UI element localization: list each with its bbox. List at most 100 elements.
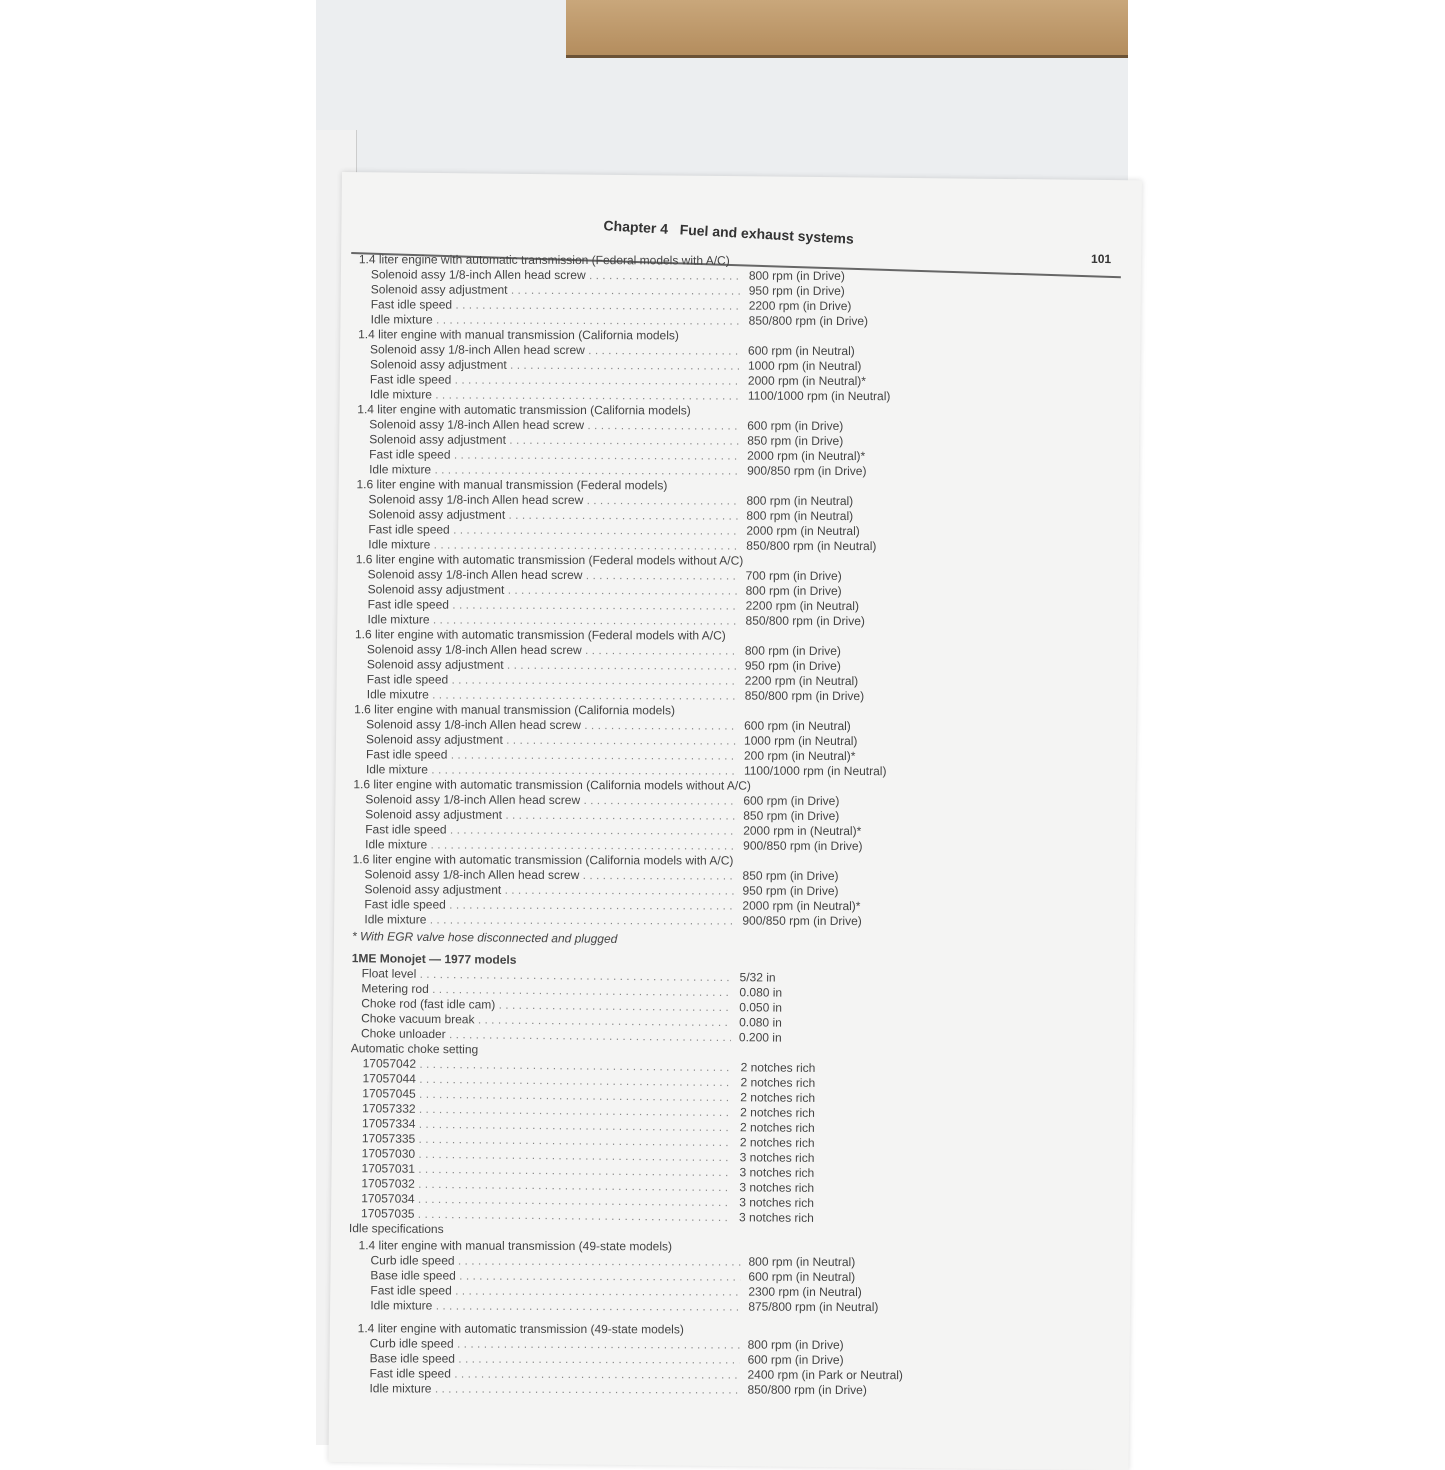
spec-value: 2200 rpm (in Drive) [748,298,852,313]
spec-content: 1.4 liter engine with automatic transmis… [347,250,959,1408]
spec-value: 600 rpm (in Drive) [743,793,840,808]
spec-label: Solenoid assy adjustment [355,657,737,673]
spec-section: 1.6 liter engine with manual transmissio… [354,702,954,779]
spec-value: 3 notches rich [739,1150,815,1166]
spec-label: Solenoid assy 1/8-inch Allen head screw [355,642,737,658]
spec-label: Solenoid assy 1/8-inch Allen head screw [353,792,735,808]
spec-value: 900/850 rpm (in Drive) [747,463,867,479]
spec-label: Solenoid assy adjustment [356,582,738,598]
spec-value: 700 rpm (in Drive) [745,568,842,583]
spec-value: 800 rpm (in Drive) [745,583,842,598]
spec-value: 600 rpm (in Neutral) [744,718,851,733]
spec-label: Fast idle speed [348,1283,740,1299]
spec-value: 2 notches rich [740,1090,816,1106]
spec-label: Solenoid assy adjustment [352,882,734,898]
spec-label: Solenoid assy 1/8-inch Allen head screw [357,417,739,433]
spec-label: Solenoid assy 1/8-inch Allen head screw [353,867,735,883]
spec-label: Solenoid assy 1/8-inch Allen head screw [356,567,738,583]
spec-label: Solenoid assy adjustment [356,507,738,523]
spec-value: 900/850 rpm (in Drive) [742,913,862,929]
spec-label: Solenoid assy 1/8-inch Allen head screw [358,342,740,358]
spec-value: 950 rpm (in Drive) [742,883,839,898]
spec-row: Idle mixture 900/850 rpm (in Drive) [352,912,952,929]
spec-section: 1.6 liter engine with manual transmissio… [356,477,956,554]
spec-value: 3 notches rich [739,1195,815,1210]
spec-value: 2300 rpm (in Neutral) [748,1284,862,1300]
spec-label: Solenoid assy 1/8-inch Allen head screw [356,492,738,508]
spec-label: Idle mixture [347,1381,739,1397]
spec-label: Solenoid assy adjustment [354,732,736,748]
spec-value: 2 notches rich [740,1105,815,1121]
spec-label: Fast idle speed [352,897,734,913]
spec-value: 800 rpm (in Drive) [744,643,841,658]
spec-value: 1100/1000 rpm (in Neutral) [747,388,891,404]
spec-label: Fast idle speed [356,597,738,613]
book-cover-edge [566,0,1128,58]
spec-value: 1000 rpm (in Neutral) [747,358,862,374]
spec-label: Curb idle speed [348,1336,740,1352]
spec-value: 600 rpm (in Neutral) [748,1269,856,1284]
spec-label: Fast idle speed [358,372,740,388]
spec-value: 800 rpm (in Neutral) [748,1254,856,1269]
spec-label: Idle mixture [356,537,738,553]
spec-label: Fast idle speed [356,522,738,538]
spec-label: Curb idle speed [348,1253,740,1269]
spec-label: Idle mixture [357,462,739,478]
spec-value: 600 rpm (in Drive) [747,1352,844,1367]
idle-section: 1.4 liter engine with manual transmissio… [348,1238,948,1315]
spec-value: 3 notches rich [739,1210,814,1225]
spec-value: 850/800 rpm (in Neutral) [746,538,877,554]
spec-value: 900/850 rpm (in Drive) [743,838,863,854]
spec-value: 850 rpm (in Drive) [742,868,839,883]
manual-page: Chapter 4 Fuel and exhaust systems 101 1… [328,172,1142,1470]
spec-value: 850 rpm (in Drive) [743,808,840,823]
spec-value: 850/800 rpm (in Drive) [748,313,869,329]
spec-value: 2200 rpm (in Neutral) [745,598,859,614]
spec-label: Fast idle speed [359,297,741,313]
spec-value: 2000 rpm (in Neutral)* [747,373,867,389]
spec-label: Fast idle speed [355,672,737,688]
spec-row: Idle mixture 875/800 rpm (in Neutral) [348,1298,948,1315]
spec-value: 800 rpm (in Neutral) [746,508,854,523]
spec-value: 2200 rpm (in Neutral) [744,673,859,689]
spec-value: 1000 rpm (in Neutral) [744,733,858,749]
spec-value: 2000 rpm (in Neutral)* [747,448,866,464]
idle-section: 1.4 liter engine with automatic transmis… [347,1321,947,1398]
spec-value: 0.080 in [739,1015,782,1030]
spec-value: 2 notches rich [739,1135,815,1151]
spec-label: Solenoid assy 1/8-inch Allen head screw [359,267,741,283]
spec-label: Solenoid assy adjustment [357,432,739,448]
chapter-name: Fuel and exhaust systems [679,221,855,247]
spec-value: 3 notches rich [739,1165,815,1180]
spec-row: Idle mixture 850/800 rpm (in Drive) [347,1381,947,1398]
spec-label: Idle mixture [358,387,740,403]
spec-label: Solenoid assy adjustment [358,357,740,373]
spec-value: 2400 rpm (in Park or Neutral) [747,1367,903,1383]
spec-label: Idle mixture [353,837,735,853]
spec-value: 5/32 in [739,970,776,985]
page-header: Chapter 4 Fuel and exhaust systems 101 [341,172,1142,279]
spec-label: Solenoid assy adjustment [353,807,735,823]
spec-section: 1.6 liter engine with automatic transmis… [352,852,952,929]
spec-label: Idle mixture [359,312,741,328]
spec-section: 1.4 liter engine with automatic transmis… [359,252,959,329]
spec-value: 1100/1000 rpm (in Neutral) [743,763,887,779]
spec-label: Fast idle speed [348,1366,740,1382]
spec-label: Idle mixture [352,912,734,928]
spec-label: Idle mixutre [355,687,737,703]
spec-label: Fast idle speed [353,822,735,838]
spec-label: Fast idle speed [357,447,739,463]
page-number: 101 [1091,251,1112,267]
margin [1128,0,1445,1445]
spec-value: 800 rpm (in Drive) [748,268,845,283]
spec-label: Idle mixture [356,612,738,628]
spec-label: Base idle speed [348,1268,740,1284]
spec-value: 875/800 rpm (in Neutral) [748,1299,879,1315]
spec-value: 2 notches rich [740,1060,816,1076]
spec-value: 3 notches rich [739,1180,815,1195]
spec-value: 0.200 in [738,1030,782,1045]
spec-section: 1.6 liter engine with automatic transmis… [353,777,953,854]
spec-value: 950 rpm (in Drive) [748,283,845,298]
spec-value: 2000 rpm (in Neutral) [746,523,860,539]
spec-value: 800 rpm (in Drive) [747,1337,844,1352]
